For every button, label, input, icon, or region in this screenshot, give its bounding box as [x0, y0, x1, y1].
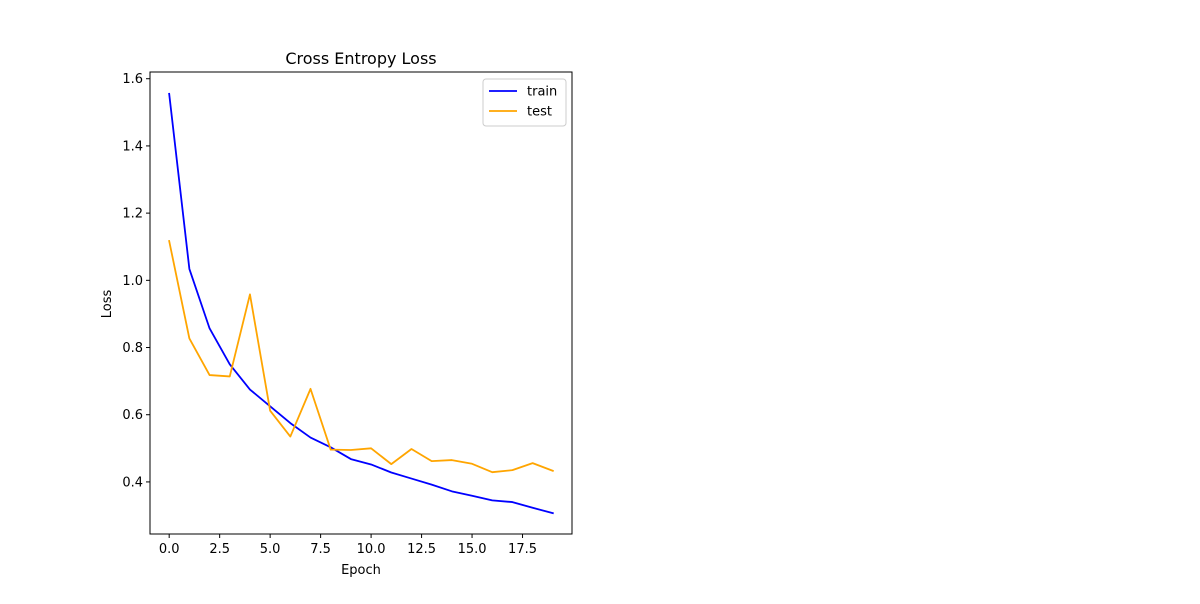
plot-frame — [149, 71, 573, 535]
legend: train test — [482, 78, 567, 127]
chart-title: Cross Entropy Loss — [285, 49, 436, 68]
y-tick-label: 0.6 — [122, 408, 143, 423]
x-axis-label: Epoch — [341, 563, 381, 578]
x-tick-label: 5.0 — [260, 542, 281, 557]
y-tick-label: 1.4 — [122, 139, 143, 154]
legend-label-train: train — [527, 85, 557, 100]
y-axis-label: Loss — [100, 290, 115, 319]
y-tick-label: 1.0 — [122, 274, 143, 289]
legend-label-test: test — [527, 105, 552, 120]
y-tick-label: 1.2 — [122, 207, 143, 222]
x-tick-label: 12.5 — [407, 542, 436, 557]
series-line-test — [168, 239, 554, 474]
x-tick-label: 10.0 — [357, 542, 386, 557]
plot-area: 0.0 2.5 5.0 7.5 10.0 12.5 15.0 17.5 0.4 0.6 0.8 1.0… — [122, 71, 573, 557]
x-tick-label: 2.5 — [209, 542, 230, 557]
y-tick-label: 0.4 — [122, 475, 143, 490]
x-tick-label: 0.0 — [159, 542, 180, 557]
x-tick-label: 7.5 — [310, 542, 331, 557]
y-tick-label: 1.6 — [122, 72, 143, 87]
x-tick-label: 17.5 — [508, 542, 537, 557]
x-tick-label: 15.0 — [458, 542, 487, 557]
series-line-train — [168, 92, 554, 515]
y-tick-label: 0.8 — [122, 341, 143, 356]
